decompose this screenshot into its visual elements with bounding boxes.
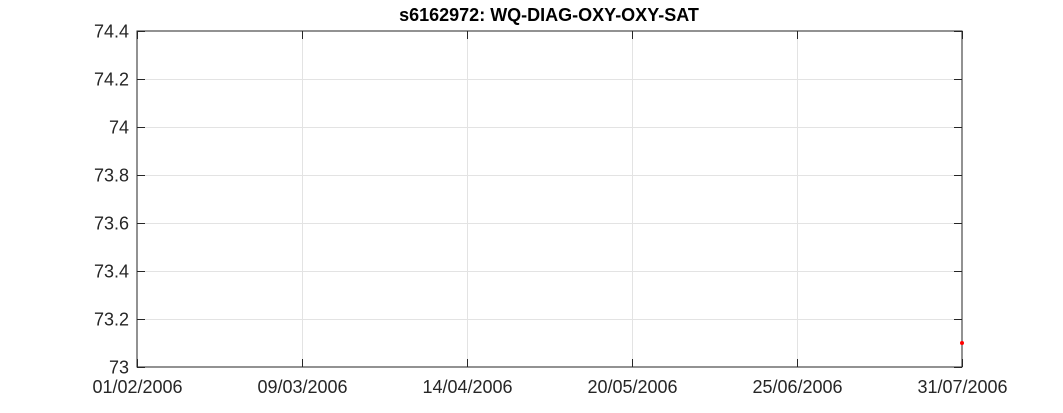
y-tick-label: 73.6 [94,214,129,234]
tick-labels: 01/02/2006 09/03/2006 14/04/2006 20/05/2006… [92,22,1007,398]
y-tick-label: 74.4 [94,22,129,42]
x-tick-label: 14/04/2006 [422,377,512,397]
y-tick-label: 73.4 [94,262,129,282]
x-tick-label: 20/05/2006 [587,377,677,397]
x-tick-label: 31/07/2006 [917,377,1007,397]
x-tick-label: 25/06/2006 [752,377,842,397]
data-point [960,341,964,345]
grid-lines [137,31,962,367]
plot-area-frame [136,30,963,368]
y-tick-label: 73 [109,358,129,378]
y-tick-label: 73.8 [94,166,129,186]
data-points [960,341,964,345]
y-tick-label: 74.2 [94,70,129,90]
chart-title: s6162972: WQ-DIAG-OXY-OXY-SAT [399,5,699,25]
y-tick-label: 73.2 [94,310,129,330]
x-tick-label: 01/02/2006 [92,377,182,397]
axis-ticks [137,31,963,368]
y-tick-label: 74 [109,118,129,138]
x-tick-label: 09/03/2006 [257,377,347,397]
